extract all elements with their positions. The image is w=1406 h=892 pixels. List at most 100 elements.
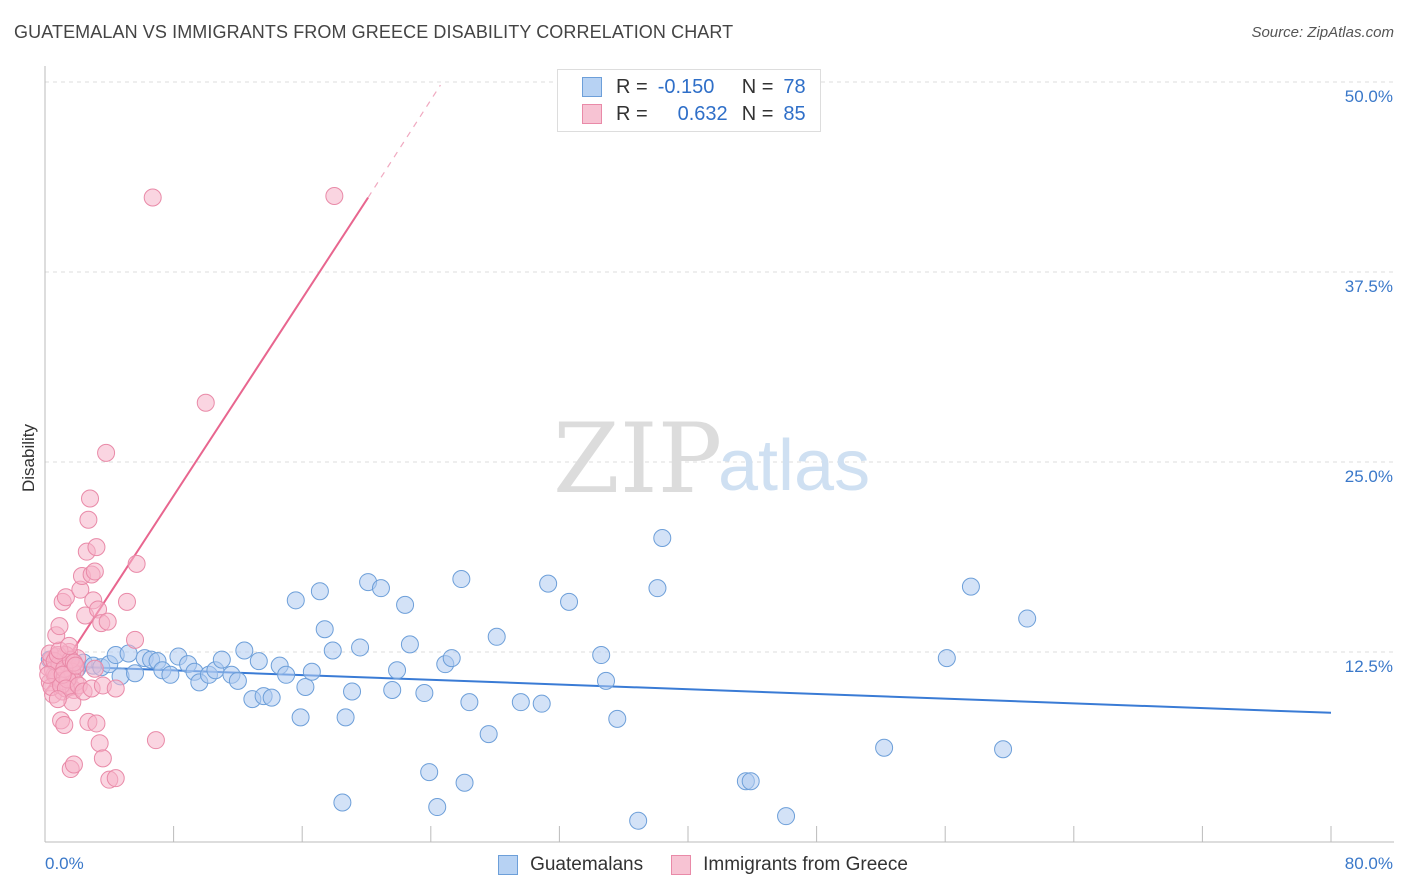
point-guatemalans [126,664,145,683]
point-guatemalans [653,529,672,547]
watermark-zip: ZIP [553,403,722,515]
gridlines [45,81,1394,653]
point-guatemalans [479,725,498,744]
point-guatemalans [383,681,402,699]
point-guatemalans [262,688,281,707]
n-label: N = [741,75,774,98]
point-guatemalans [420,763,439,782]
point-guatemalans [741,772,760,791]
legend-swatch-blue [582,77,602,97]
point-guatemalans [310,582,329,601]
point-greece [106,679,125,698]
trend-lines [44,84,1332,714]
y-tick-label: 12.5% [1345,657,1393,676]
series-name: Guatemalans [530,854,644,875]
point-guatemalans [277,665,296,684]
chart-title: GUATEMALAN VS IMMIGRANTS FROM GREECE DIS… [14,22,734,42]
series-swatch-blue [498,855,519,875]
point-guatemalans [249,652,268,671]
trend-line-guatemalans [44,664,1332,714]
axis-labels: 12.5% 25.0% 37.5% 50.0% 0.0% 80.0% Disability [19,87,1393,873]
point-greece [106,769,125,788]
legend-swatch-pink [582,104,602,124]
point-guatemalans [455,773,474,792]
point-greece [143,188,162,207]
point-guatemalans [648,579,667,598]
trend-line-greece-extension [367,84,441,198]
point-greece [55,715,74,734]
point-guatemalans [442,649,461,668]
point-greece [85,659,104,678]
point-greece [48,690,67,709]
correlation-legend: R = -0.150 N = 78 R = 0.632 N = 85 [557,69,821,132]
point-guatemalans [539,574,558,593]
x-tick-label-max: 80.0% [1345,854,1393,873]
point-guatemalans [291,708,310,727]
point-guatemalans [777,807,796,826]
n-label: N = [741,102,774,125]
point-guatemalans [302,662,321,681]
point-guatemalans [333,793,352,812]
point-greece [87,538,106,557]
point-greece [196,393,215,412]
point-guatemalans [388,661,407,680]
y-axis-title: Disability [19,423,38,492]
point-guatemalans [452,570,471,589]
point-greece [127,554,146,573]
point-guatemalans [608,709,627,728]
point-greece [79,510,98,529]
series-swatch-pink [671,855,692,875]
point-greece [87,714,106,733]
point-guatemalans [428,798,447,817]
x-tick-label-min: 0.0% [45,854,84,873]
point-guatemalans [235,641,254,660]
point-guatemalans [396,595,415,614]
source-credit: Source: ZipAtlas.com [1251,24,1394,41]
point-greece [117,592,136,611]
point-guatemalans [629,811,648,830]
point-guatemalans [511,693,530,712]
point-guatemalans [875,738,894,757]
point-greece [90,734,109,753]
watermark: ZIP atlas [553,403,870,515]
point-greece [146,731,165,750]
point-greece [60,636,79,655]
point-guatemalans [323,641,342,660]
point-greece [85,562,104,581]
point-greece [97,443,116,462]
point-guatemalans [336,708,355,727]
r-value: 0.632 [677,102,728,125]
data-points [39,187,1037,830]
point-guatemalans [532,694,551,713]
series-legend: Guatemalans Immigrants from Greece [0,852,1406,878]
point-greece [126,630,145,649]
point-greece [64,755,83,774]
point-guatemalans [961,577,980,596]
point-guatemalans [343,682,362,701]
y-tick-label: 50.0% [1345,87,1393,106]
point-guatemalans [212,650,231,669]
r-value: -0.150 [657,75,715,98]
point-greece [50,617,69,636]
point-guatemalans [371,579,390,598]
point-guatemalans [161,665,180,684]
n-value: 78 [783,75,806,98]
series-legend-greece[interactable]: Immigrants from Greece [671,854,908,876]
point-guatemalans [315,620,334,639]
point-greece [98,612,117,631]
y-tick-label: 25.0% [1345,467,1393,486]
series-legend-guatemalans[interactable]: Guatemalans [498,854,643,876]
point-guatemalans [286,591,305,610]
point-guatemalans [228,671,247,690]
r-label: R = [616,75,648,98]
axes [44,66,1394,843]
point-guatemalans [487,627,506,646]
n-value: 85 [783,102,806,125]
point-guatemalans [351,638,370,657]
point-guatemalans [415,684,434,703]
watermark-atlas: atlas [718,426,870,506]
point-greece [56,588,75,607]
point-greece [325,187,344,205]
point-guatemalans [592,646,611,665]
